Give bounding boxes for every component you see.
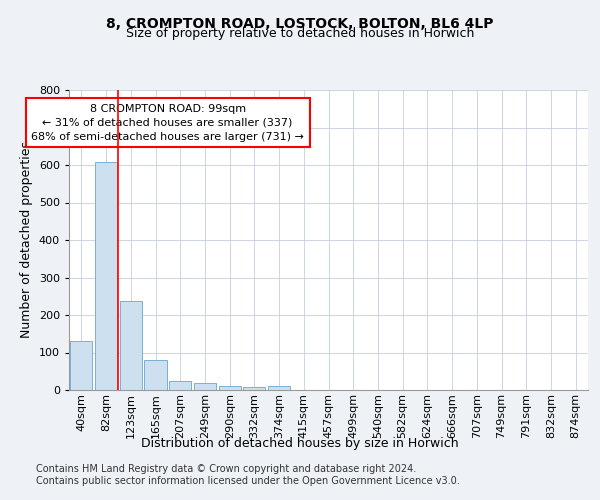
Text: Distribution of detached houses by size in Horwich: Distribution of detached houses by size … (141, 438, 459, 450)
Y-axis label: Number of detached properties: Number of detached properties (20, 142, 33, 338)
Bar (95, 162, 117, 390)
Bar (145, 360, 167, 390)
Text: 8, CROMPTON ROAD, LOSTOCK, BOLTON, BL6 4LP: 8, CROMPTON ROAD, LOSTOCK, BOLTON, BL6 4… (106, 18, 494, 32)
Bar (243, 388, 265, 390)
Bar (218, 386, 241, 390)
Text: Contains public sector information licensed under the Open Government Licence v3: Contains public sector information licen… (36, 476, 460, 486)
Bar (268, 386, 290, 390)
Bar (194, 382, 216, 390)
Bar (169, 380, 191, 390)
Text: 8 CROMPTON ROAD: 99sqm
← 31% of detached houses are smaller (337)
68% of semi-de: 8 CROMPTON ROAD: 99sqm ← 31% of detached… (31, 104, 304, 142)
Bar (70, 341, 92, 390)
Text: Size of property relative to detached houses in Horwich: Size of property relative to detached ho… (126, 28, 474, 40)
Bar (119, 301, 142, 390)
Text: Contains HM Land Registry data © Crown copyright and database right 2024.: Contains HM Land Registry data © Crown c… (36, 464, 416, 474)
